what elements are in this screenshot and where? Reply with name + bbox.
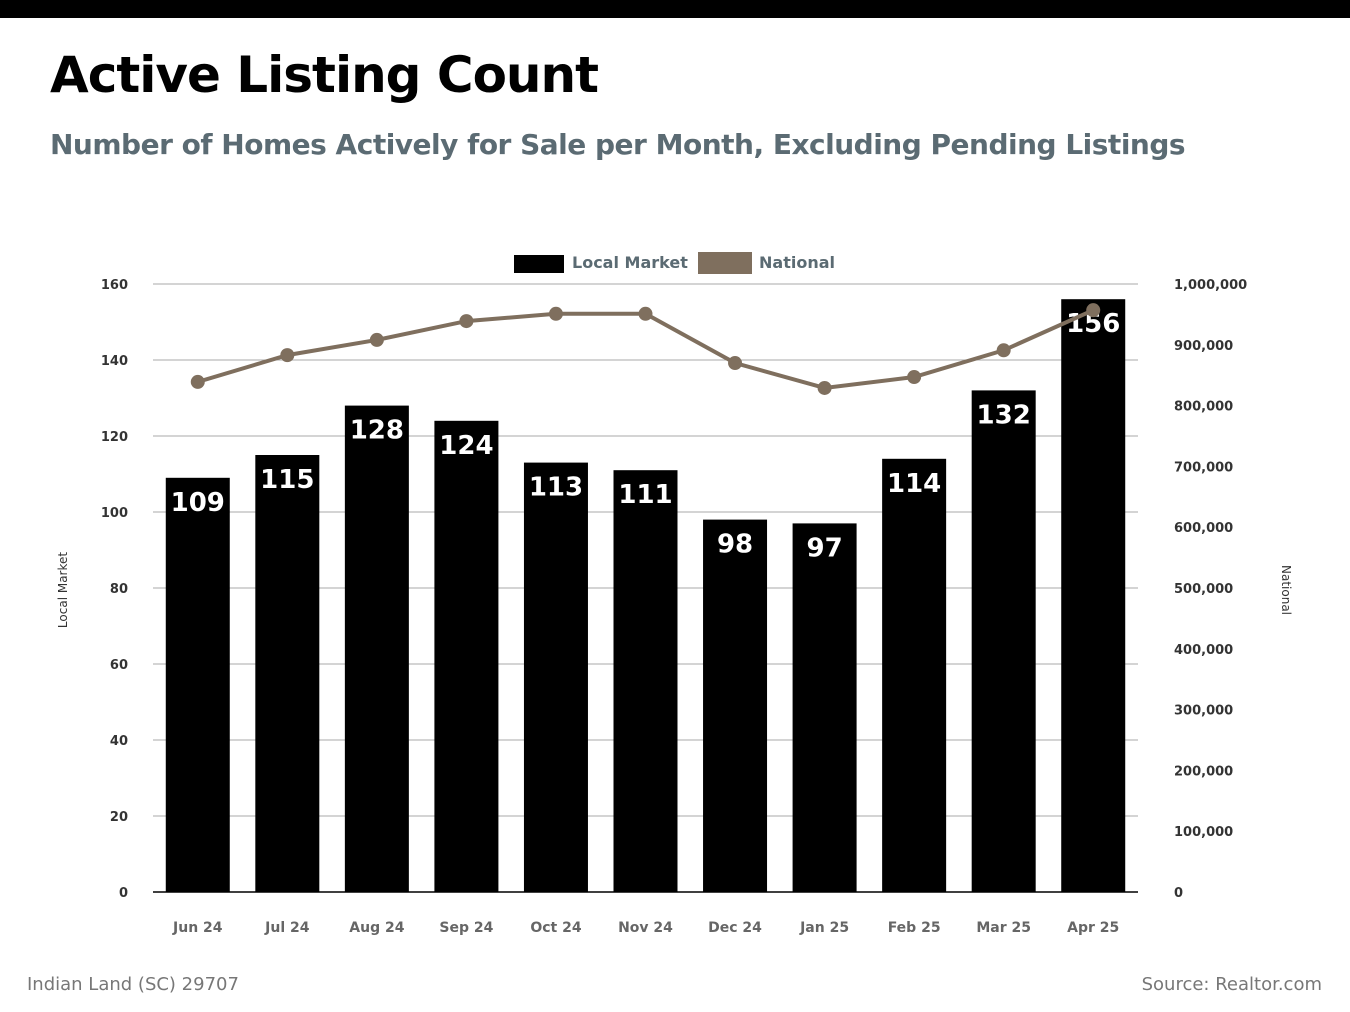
y-tick-label: 80	[110, 582, 128, 597]
bar-value-label: 97	[806, 533, 842, 563]
national-point	[548, 306, 563, 321]
bar	[1061, 299, 1126, 892]
legend-swatch-local	[514, 255, 564, 273]
bar-value-label: 114	[887, 469, 941, 499]
x-tick-label: Jul 24	[264, 920, 310, 936]
x-tick-label: Apr 25	[1067, 920, 1119, 936]
y-tick-label: 60	[110, 658, 128, 673]
bar-value-label: 128	[350, 416, 404, 446]
x-tick-label: Nov 24	[618, 920, 673, 936]
location-label: Indian Land (SC) 29707	[27, 974, 239, 995]
y2-tick-label: 1,000,000	[1174, 278, 1247, 293]
y2-tick-label: 400,000	[1174, 643, 1233, 658]
y2-axis-label: National	[1279, 565, 1293, 615]
x-tick-label: Oct 24	[530, 920, 582, 936]
y2-tick-label: 900,000	[1174, 339, 1233, 354]
y-tick-label: 20	[110, 810, 128, 825]
y2-tick-label: 600,000	[1174, 521, 1233, 536]
y2-tick-label: 800,000	[1174, 400, 1233, 415]
bar-value-label: 115	[260, 465, 314, 495]
y2-tick-label: 300,000	[1174, 704, 1233, 719]
legend-swatch-national	[698, 252, 752, 274]
x-tick-label: Mar 25	[976, 920, 1031, 936]
bar	[882, 458, 947, 892]
bar-value-label: 98	[717, 530, 753, 560]
bar	[792, 523, 857, 892]
bar	[344, 405, 409, 892]
legend-label-local: Local Market	[572, 253, 688, 272]
national-point	[907, 370, 922, 385]
bar-value-label: 124	[439, 431, 493, 461]
bar	[523, 462, 588, 892]
national-point	[1086, 303, 1101, 318]
y-tick-label: 160	[101, 278, 128, 293]
bar-value-label: 109	[171, 488, 225, 518]
national-point	[459, 314, 474, 329]
x-tick-label: Sep 24	[439, 920, 493, 936]
bar	[613, 470, 678, 892]
y-axis-label: Local Market	[56, 552, 70, 628]
y-tick-label: 140	[101, 354, 128, 369]
national-point	[638, 306, 653, 321]
national-point	[728, 356, 743, 371]
national-line	[197, 308, 1095, 391]
national-point	[190, 374, 205, 389]
y-tick-label: 120	[101, 430, 128, 445]
national-point	[996, 343, 1011, 358]
y2-tick-label: 200,000	[1174, 764, 1233, 779]
y-tick-label: 40	[110, 734, 128, 749]
x-tick-label: Feb 25	[888, 920, 941, 936]
bar	[434, 420, 499, 892]
x-tick-label: Aug 24	[349, 920, 404, 936]
bar	[165, 477, 230, 892]
x-tick-label: Jun 24	[172, 920, 223, 936]
y2-tick-label: 700,000	[1174, 460, 1233, 475]
bar	[255, 455, 320, 892]
x-tick-label: Dec 24	[708, 920, 762, 936]
source-label: Source: Realtor.com	[1141, 974, 1322, 995]
national-point	[817, 380, 832, 395]
top-bar	[0, 0, 1350, 18]
national-point	[280, 348, 295, 363]
bar	[703, 519, 768, 892]
legend-label-national: National	[759, 253, 835, 272]
bar-value-label: 111	[618, 480, 672, 510]
page-subtitle: Number of Homes Actively for Sale per Mo…	[50, 128, 1186, 161]
y2-tick-label: 500,000	[1174, 582, 1233, 597]
bar-value-label: 132	[977, 400, 1031, 430]
y2-tick-label: 0	[1174, 886, 1183, 901]
y2-tick-label: 100,000	[1174, 825, 1233, 840]
y-tick-label: 100	[101, 506, 128, 521]
y-tick-label: 0	[119, 886, 128, 901]
bar-value-label: 113	[529, 473, 583, 503]
bar	[971, 390, 1036, 892]
x-tick-label: Jan 25	[799, 920, 849, 936]
page-title: Active Listing Count	[50, 46, 599, 104]
national-point	[369, 332, 384, 347]
